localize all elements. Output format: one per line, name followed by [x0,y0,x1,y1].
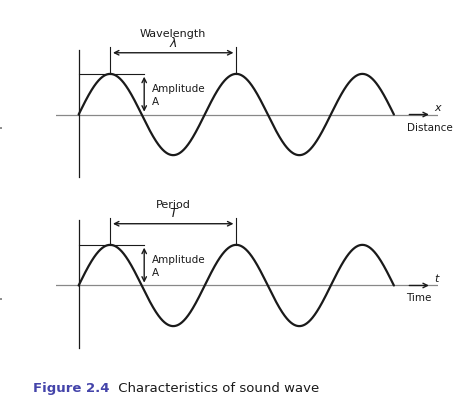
Text: Distance: Distance [406,123,452,133]
Text: Amplitude: Amplitude [152,84,206,94]
Text: x: x [434,103,441,113]
Text: Time: Time [406,294,432,304]
Text: Displacement: Displacement [0,73,2,144]
Text: Amplitude: Amplitude [152,255,206,265]
Text: A: A [152,268,159,278]
Text: T: T [170,208,177,221]
Text: t: t [434,274,439,284]
Text: A: A [152,97,159,107]
Text: λ: λ [170,37,177,50]
Text: Characteristics of sound wave: Characteristics of sound wave [114,382,319,394]
Text: Displacement: Displacement [0,244,2,315]
Text: Period: Period [156,199,191,209]
Text: Figure 2.4: Figure 2.4 [33,382,109,394]
Text: Wavelength: Wavelength [140,28,206,38]
